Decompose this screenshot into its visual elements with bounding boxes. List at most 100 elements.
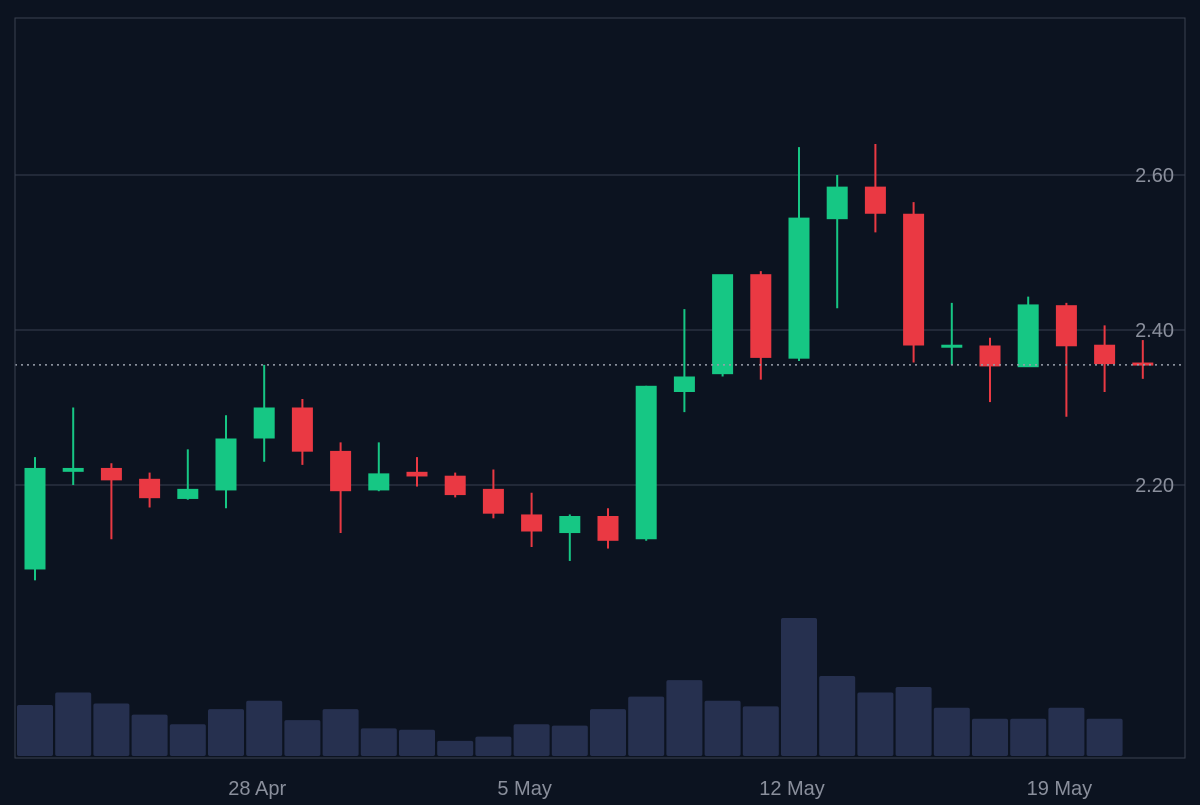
candle bbox=[139, 472, 161, 508]
volume-bar bbox=[513, 724, 550, 756]
y-tick-label: 2.20 bbox=[1135, 475, 1174, 497]
candle-body bbox=[788, 217, 810, 359]
candle bbox=[559, 514, 581, 561]
volume-bar bbox=[590, 709, 626, 756]
volume-bar bbox=[628, 696, 665, 756]
candle bbox=[750, 271, 772, 380]
candle-body bbox=[1094, 344, 1116, 365]
candle-body bbox=[597, 516, 619, 541]
candle bbox=[597, 508, 619, 549]
volume-bar bbox=[208, 709, 244, 756]
x-tick-label: 19 May bbox=[1027, 778, 1093, 800]
candle bbox=[444, 472, 466, 498]
x-tick-label: 28 Apr bbox=[228, 778, 286, 800]
candle bbox=[826, 175, 848, 309]
volume-bar bbox=[895, 687, 932, 756]
candle-body bbox=[482, 488, 504, 514]
candle-body bbox=[673, 376, 695, 392]
volume-bar bbox=[284, 720, 321, 756]
candle bbox=[521, 492, 543, 547]
volume-bar bbox=[322, 709, 359, 756]
candle bbox=[979, 337, 1001, 403]
candle-body bbox=[444, 475, 466, 496]
volume-bar bbox=[857, 692, 894, 756]
candle-body bbox=[330, 450, 352, 492]
candle-body bbox=[559, 516, 581, 534]
candle-body bbox=[712, 274, 734, 375]
candle bbox=[100, 463, 122, 540]
candle bbox=[788, 147, 810, 361]
candle-body bbox=[177, 488, 199, 499]
candle-body bbox=[253, 407, 275, 439]
candle-body bbox=[750, 274, 772, 358]
candle-body bbox=[1055, 305, 1077, 347]
candle bbox=[330, 442, 352, 534]
candle bbox=[712, 274, 734, 377]
volume-bar bbox=[933, 707, 970, 756]
volume-bar bbox=[360, 728, 397, 756]
volume-bar bbox=[93, 703, 130, 756]
volume-bar bbox=[666, 680, 703, 756]
volume-bar bbox=[551, 725, 588, 756]
candle bbox=[291, 398, 313, 465]
volume-bar bbox=[246, 700, 283, 756]
candle bbox=[368, 442, 390, 492]
volume-bar bbox=[972, 718, 1008, 756]
candle-body bbox=[215, 438, 237, 491]
candle-body bbox=[368, 473, 390, 491]
y-axis-labels: 2.20 2.40 2.60 bbox=[1135, 165, 1174, 497]
volume-bar bbox=[742, 706, 779, 756]
volume-bar bbox=[55, 692, 92, 756]
candle-body bbox=[406, 471, 428, 477]
candle-body bbox=[521, 514, 543, 532]
candle-body bbox=[100, 467, 122, 481]
candle bbox=[903, 202, 925, 363]
candle bbox=[941, 302, 963, 365]
y-tick-label: 2.40 bbox=[1135, 320, 1174, 342]
volume-bar bbox=[781, 618, 817, 756]
candle bbox=[1094, 325, 1116, 392]
candle bbox=[62, 407, 84, 485]
x-axis-labels: 28 Apr 5 May 12 May 19 May bbox=[228, 778, 1092, 800]
candle bbox=[24, 457, 46, 581]
candles bbox=[24, 144, 1154, 581]
candle-body bbox=[979, 345, 1001, 367]
volume-bar bbox=[704, 700, 741, 756]
candle-body bbox=[635, 385, 657, 540]
x-tick-label: 12 May bbox=[759, 778, 825, 800]
candle-body bbox=[291, 407, 313, 452]
volume-bar bbox=[399, 729, 435, 756]
volume-bar bbox=[131, 714, 168, 756]
candle bbox=[177, 449, 199, 500]
candle-body bbox=[62, 467, 84, 472]
volume-bar bbox=[1086, 718, 1123, 756]
volume-bar bbox=[1048, 707, 1085, 756]
candle-body bbox=[826, 186, 848, 220]
volume-bar bbox=[17, 704, 53, 756]
volume-bar bbox=[819, 675, 856, 756]
candle bbox=[1017, 296, 1039, 368]
grid-lines bbox=[15, 174, 1185, 486]
x-tick-label: 5 May bbox=[497, 778, 551, 800]
candle bbox=[406, 457, 428, 487]
candle bbox=[253, 364, 275, 462]
candle-body bbox=[864, 186, 886, 214]
candle-body bbox=[941, 344, 963, 348]
candle bbox=[215, 415, 237, 509]
volume-bars bbox=[17, 618, 1123, 756]
candle-body bbox=[1132, 362, 1154, 366]
candle-body bbox=[1017, 304, 1039, 368]
candle bbox=[1055, 302, 1077, 417]
candle bbox=[1132, 340, 1154, 379]
candle-body bbox=[24, 467, 46, 570]
candle bbox=[635, 385, 657, 541]
candle-body bbox=[139, 478, 161, 499]
volume-bar bbox=[475, 736, 512, 756]
plot-frame bbox=[14, 17, 1186, 759]
candle bbox=[482, 469, 504, 519]
volume-bar bbox=[437, 740, 474, 756]
candle bbox=[673, 309, 695, 413]
